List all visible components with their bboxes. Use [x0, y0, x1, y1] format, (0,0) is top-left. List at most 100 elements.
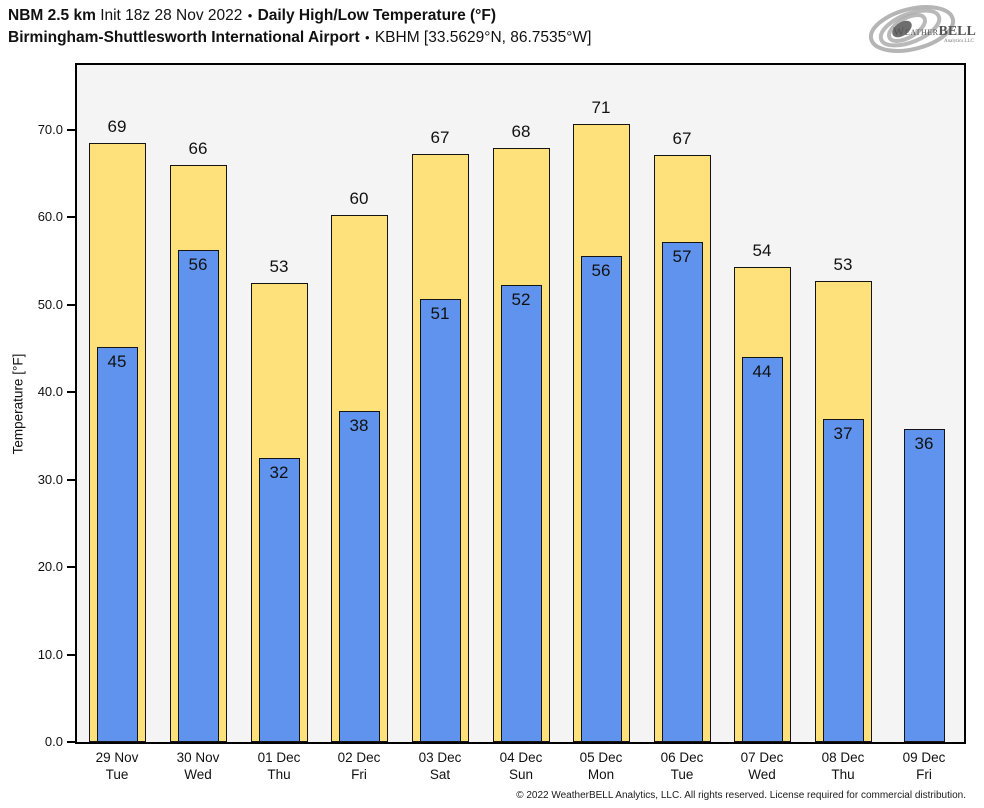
low-value-label: 51 — [430, 304, 450, 323]
low-bar — [580, 256, 622, 742]
x-axis-day: Mon — [587, 767, 615, 782]
x-axis-date: 02 Dec — [337, 750, 381, 765]
svg-text:WeatherBELL: WeatherBELL — [893, 24, 976, 39]
x-axis-labels: 29 Nov Tue 30 Nov Wed 01 Dec Thu 02 Dec Fri 03 D… — [77, 749, 964, 789]
low-value-label: 32 — [269, 463, 289, 482]
logo-word-bell: BELL — [939, 24, 976, 39]
x-axis-label: 06 Dec Tue — [640, 749, 724, 783]
separator-dot: • — [364, 30, 370, 45]
x-axis-date: 09 Dec — [902, 750, 946, 765]
low-bar — [258, 458, 300, 742]
x-axis-label: 07 Dec Wed — [720, 749, 804, 783]
plot-area: 0.0 10.0 20.0 30.0 40.0 50.0 60.0 70.0 69 45 66 56 5… — [38, 63, 966, 749]
high-value-label: 67 — [672, 129, 692, 148]
x-axis-day: Sat — [429, 767, 451, 782]
y-tick-mark — [67, 654, 75, 656]
y-tick-mark — [67, 479, 75, 481]
low-bar — [419, 299, 461, 742]
x-axis-day: Thu — [267, 767, 291, 782]
low-value-label: 37 — [833, 424, 853, 443]
y-tick-mark — [67, 129, 75, 131]
logo-subtext: Analytics LLC — [944, 39, 975, 44]
chart-subtitle: Birmingham-Shuttlesworth International A… — [8, 27, 591, 49]
y-tick-label: 0.0 — [44, 734, 63, 749]
x-axis-day: Tue — [670, 767, 694, 782]
x-axis-label: 04 Dec Sun — [479, 749, 563, 783]
x-axis-label: 03 Dec Sat — [398, 749, 482, 783]
y-tick-label: 70.0 — [37, 122, 63, 137]
separator-dot: • — [247, 8, 253, 23]
x-axis-label: 29 Nov Tue — [75, 749, 159, 783]
high-value-label: 53 — [833, 255, 853, 274]
x-axis-day: Sun — [508, 767, 534, 782]
model-name: NBM 2.5 km — [8, 7, 96, 24]
y-tick-label: 50.0 — [37, 297, 63, 312]
low-value-label: 36 — [914, 434, 934, 453]
x-axis-label: 30 Nov Wed — [156, 749, 240, 783]
y-axis-title: Temperature [°F] — [10, 353, 26, 455]
x-axis-label: 05 Dec Mon — [559, 749, 643, 783]
x-axis-day: Fri — [351, 767, 367, 782]
x-axis-label: 08 Dec Thu — [801, 749, 885, 783]
low-value-label: 57 — [672, 247, 692, 266]
low-bar — [741, 357, 783, 742]
y-tick-mark — [67, 216, 75, 218]
x-axis-label: 02 Dec Fri — [317, 749, 401, 783]
y-tick-mark — [67, 391, 75, 393]
x-axis-day: Wed — [748, 767, 776, 782]
init-time: Init 18z 28 Nov 2022 — [100, 7, 243, 24]
low-bar — [500, 285, 542, 742]
x-axis-date: 04 Dec — [499, 750, 543, 765]
parameter-name: Daily High/Low Temperature (°F) — [257, 7, 496, 24]
x-axis-date: 05 Dec — [579, 750, 623, 765]
high-value-label: 53 — [269, 257, 289, 276]
x-axis-label: 01 Dec Thu — [237, 749, 321, 783]
copyright-text: © 2022 WeatherBELL Analytics, LLC. All r… — [516, 790, 966, 801]
logo-word-weather: Weather — [893, 24, 939, 38]
low-bar — [661, 242, 703, 742]
y-tick-mark — [67, 741, 75, 743]
x-axis-date: 01 Dec — [257, 750, 301, 765]
station-coordinates: KBHM [33.5629°N, 86.7535°W] — [374, 29, 592, 46]
x-axis-date: 30 Nov — [176, 750, 220, 765]
y-tick-label: 10.0 — [37, 647, 63, 662]
x-axis-date: 29 Nov — [95, 750, 139, 765]
station-name: Birmingham-Shuttlesworth International A… — [8, 29, 360, 46]
y-tick-mark — [67, 566, 75, 568]
high-value-label: 69 — [107, 117, 127, 136]
y-tick-label: 40.0 — [37, 384, 63, 399]
x-axis-date: 03 Dec — [418, 750, 462, 765]
high-value-label: 71 — [591, 98, 611, 117]
y-tick-mark — [67, 304, 75, 306]
x-axis-day: Fri — [916, 767, 932, 782]
x-axis-date: 06 Dec — [660, 750, 704, 765]
high-value-label: 54 — [752, 241, 772, 260]
x-axis-date: 08 Dec — [821, 750, 865, 765]
low-bar — [177, 250, 219, 742]
low-bar — [903, 429, 945, 742]
chart-header: NBM 2.5 km Init 18z 28 Nov 2022 • Daily … — [8, 5, 591, 49]
high-value-label: 60 — [349, 189, 369, 208]
low-bar — [822, 419, 864, 742]
x-axis-day: Tue — [105, 767, 129, 782]
x-axis-day: Wed — [184, 767, 212, 782]
x-axis-day: Thu — [831, 767, 855, 782]
low-bar — [338, 411, 380, 742]
high-value-label: 68 — [511, 122, 531, 141]
x-axis-label: 09 Dec Fri — [882, 749, 966, 783]
low-value-label: 44 — [752, 362, 772, 381]
low-value-label: 56 — [591, 261, 611, 280]
low-value-label: 56 — [188, 255, 208, 274]
high-value-label: 66 — [188, 139, 208, 158]
y-tick-label: 20.0 — [37, 559, 63, 574]
weatherbell-logo: WeatherBELL Analytics LLC — [868, 5, 976, 53]
low-value-label: 38 — [349, 416, 369, 435]
y-tick-label: 30.0 — [37, 472, 63, 487]
low-value-label: 52 — [511, 290, 531, 309]
chart-title: NBM 2.5 km Init 18z 28 Nov 2022 • Daily … — [8, 5, 591, 27]
low-value-label: 45 — [107, 352, 127, 371]
high-value-label: 67 — [430, 128, 450, 147]
low-bar — [96, 347, 138, 742]
x-axis-date: 07 Dec — [740, 750, 784, 765]
